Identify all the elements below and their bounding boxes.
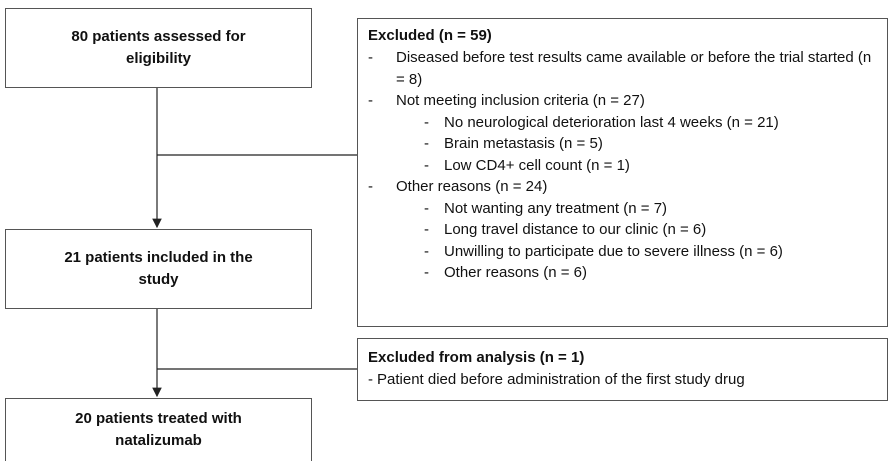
analysis-exclusion-box: Excluded from analysis (n = 1) Patient d… — [357, 338, 888, 401]
step-title: 20 patients treated with natalizumab — [75, 410, 242, 449]
exclusion-title: Excluded (n = 59) — [368, 27, 492, 44]
exclusion-text: Not meeting inclusion criteria (n = 27) — [396, 92, 645, 109]
exclusion-item: Diseased before test results came availa… — [368, 47, 877, 90]
exclusion-text: Other reasons (n = 24) — [396, 178, 548, 195]
step-title: 21 patients included in the study — [64, 249, 253, 288]
exclusion-sublist: Not wanting any treatment (n = 7)Long tr… — [396, 198, 877, 284]
exclusion-text: Diseased before test results came availa… — [396, 49, 872, 88]
exclusion-item: Not meeting inclusion criteria (n = 27) N… — [368, 90, 877, 176]
exclusion-subitem: Long travel distance to our clinic (n = … — [396, 219, 877, 241]
exclusion-sublist: No neurological deterioration last 4 wee… — [396, 112, 877, 177]
exclusion-subitem: Brain metastasis (n = 5) — [396, 133, 877, 155]
step-box: 21 patients included in the study — [5, 229, 312, 309]
exclusion-subitem: Low CD4+ cell count (n = 1) — [396, 155, 877, 177]
exclusion-subitem: Not wanting any treatment (n = 7) — [396, 198, 877, 220]
analysis-exclusion-item: Patient died before administration of th… — [368, 369, 877, 391]
exclusion-subitem: Other reasons (n = 6) — [396, 262, 877, 284]
exclusion-list: Diseased before test results came availa… — [368, 47, 877, 284]
exclusion-subitem: Unwilling to participate due to severe i… — [396, 241, 877, 263]
exclusion-box: Excluded (n = 59) Diseased before test r… — [357, 18, 888, 327]
exclusion-item: Other reasons (n = 24) Not wanting any tr… — [368, 176, 877, 284]
analysis-exclusion-list: Patient died before administration of th… — [368, 369, 877, 391]
analysis-exclusion-title: Excluded from analysis (n = 1) — [368, 349, 585, 366]
exclusion-subitem: No neurological deterioration last 4 wee… — [396, 112, 877, 134]
step-box: 20 patients treated with natalizumab — [5, 398, 312, 461]
step-box: 80 patients assessed for eligibility — [5, 8, 312, 88]
step-title: 80 patients assessed for eligibility — [71, 28, 246, 67]
